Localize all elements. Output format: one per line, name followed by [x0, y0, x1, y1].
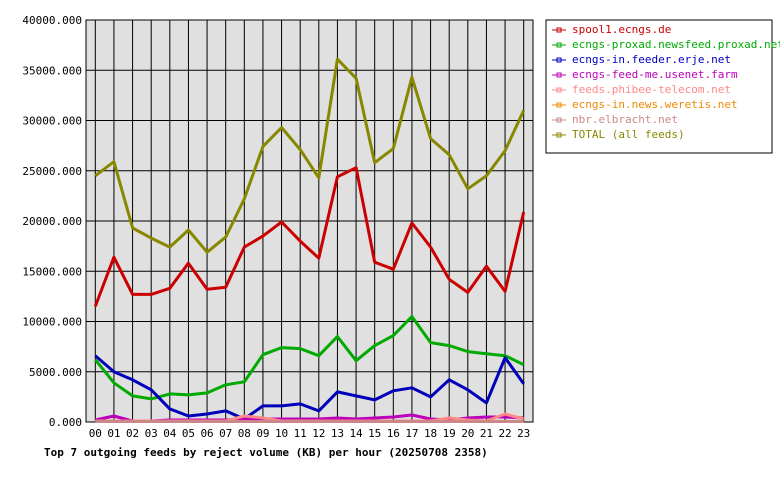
legend: spool1.ecngs.de ecngs-proxad.newsfeed.pro…: [552, 23, 780, 141]
x-tick-label: 10: [275, 427, 288, 440]
x-tick-label: 02: [126, 427, 139, 440]
x-tick-label: 00: [89, 427, 102, 440]
x-tick-label: 21: [480, 427, 493, 440]
y-tick-label: 15000.000: [22, 265, 82, 278]
legend-marker: [556, 42, 562, 48]
x-tick-label: 06: [200, 427, 213, 440]
legend-label: ecngs-feed-me.usenet.farm: [572, 68, 738, 81]
legend-marker: [556, 72, 562, 78]
legend-box: [545, 19, 773, 154]
y-tick-label: 25000.000: [22, 165, 82, 178]
x-tick-labels: 00 01 02 03 04 05 06 07 08 09 10 11 12 13 14 15 16 17 18 19…: [89, 427, 531, 440]
x-tick-label: 17: [405, 427, 418, 440]
legend-label: feeds.phibee-telecom.net: [572, 83, 731, 96]
x-tick-label: 12: [312, 427, 325, 440]
x-tick-label: 15: [368, 427, 381, 440]
x-tick-label: 07: [219, 427, 232, 440]
series-line-2: [94, 354, 525, 421]
legend-marker: [556, 132, 562, 138]
y-tick-label: 0.000: [49, 416, 82, 429]
legend-label: ecngs-in.news.weretis.net: [572, 98, 738, 111]
legend-marker: [556, 87, 562, 93]
x-tick-label: 22: [498, 427, 511, 440]
y-tick-label: 30000.000: [22, 115, 82, 128]
y-tick-label: 35000.000: [22, 64, 82, 77]
x-tick-label: 13: [331, 427, 344, 440]
legend-marker: [556, 57, 562, 63]
x-tick-label: 01: [107, 427, 120, 440]
x-tick-label: 09: [256, 427, 269, 440]
x-tick-label: 03: [145, 427, 158, 440]
series-line-0: [93, 166, 526, 307]
series-lines: [93, 57, 526, 423]
x-tick-label: 19: [443, 427, 456, 440]
legend-label: ecngs-proxad.newsfeed.proxad.net: [572, 38, 780, 51]
legend-label: ecngs-in.feeder.erje.net: [572, 53, 731, 66]
legend-label: spool1.ecngs.de: [572, 23, 671, 36]
y-tick-label: 40000.000: [22, 14, 82, 27]
x-tick-label: 23: [517, 427, 530, 440]
x-tick-label: 05: [182, 427, 195, 440]
y-tick-label: 5000.000: [29, 366, 82, 379]
y-tick-labels: 0.000 5000.000 10000.000 15000.000 20000.000…: [22, 14, 82, 429]
chart-caption: Top 7 outgoing feeds by reject volume (K…: [44, 446, 488, 459]
x-tick-label: 18: [424, 427, 437, 440]
x-tick-label: 04: [163, 427, 177, 440]
x-tick-label: 11: [294, 427, 307, 440]
legend-marker: [556, 27, 562, 33]
legend-marker: [556, 102, 562, 108]
y-tick-label: 10000.000: [22, 316, 82, 329]
legend-marker: [556, 117, 562, 123]
x-tick-label: 20: [461, 427, 474, 440]
x-tick-label: 08: [238, 427, 251, 440]
series-line-7: [94, 57, 526, 254]
x-tick-label: 16: [387, 427, 400, 440]
y-tick-label: 20000.000: [22, 215, 82, 228]
legend-label: TOTAL (all feeds): [572, 128, 685, 141]
legend-label: nbr.elbracht.net: [572, 113, 678, 126]
series-line-1: [94, 315, 525, 401]
x-tick-label: 14: [349, 427, 363, 440]
